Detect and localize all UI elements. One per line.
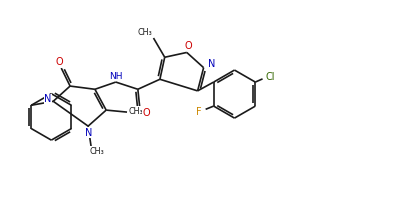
Text: N: N — [45, 94, 52, 104]
Text: CH₃: CH₃ — [128, 107, 143, 116]
Text: CH₃: CH₃ — [89, 147, 104, 156]
Text: Cl: Cl — [266, 72, 275, 82]
Text: O: O — [185, 41, 192, 51]
Text: O: O — [55, 58, 63, 67]
Text: CH₃: CH₃ — [137, 28, 152, 37]
Text: F: F — [196, 107, 201, 117]
Text: NH: NH — [109, 72, 123, 81]
Text: O: O — [142, 108, 150, 118]
Text: N: N — [85, 128, 93, 138]
Text: N: N — [208, 60, 215, 69]
